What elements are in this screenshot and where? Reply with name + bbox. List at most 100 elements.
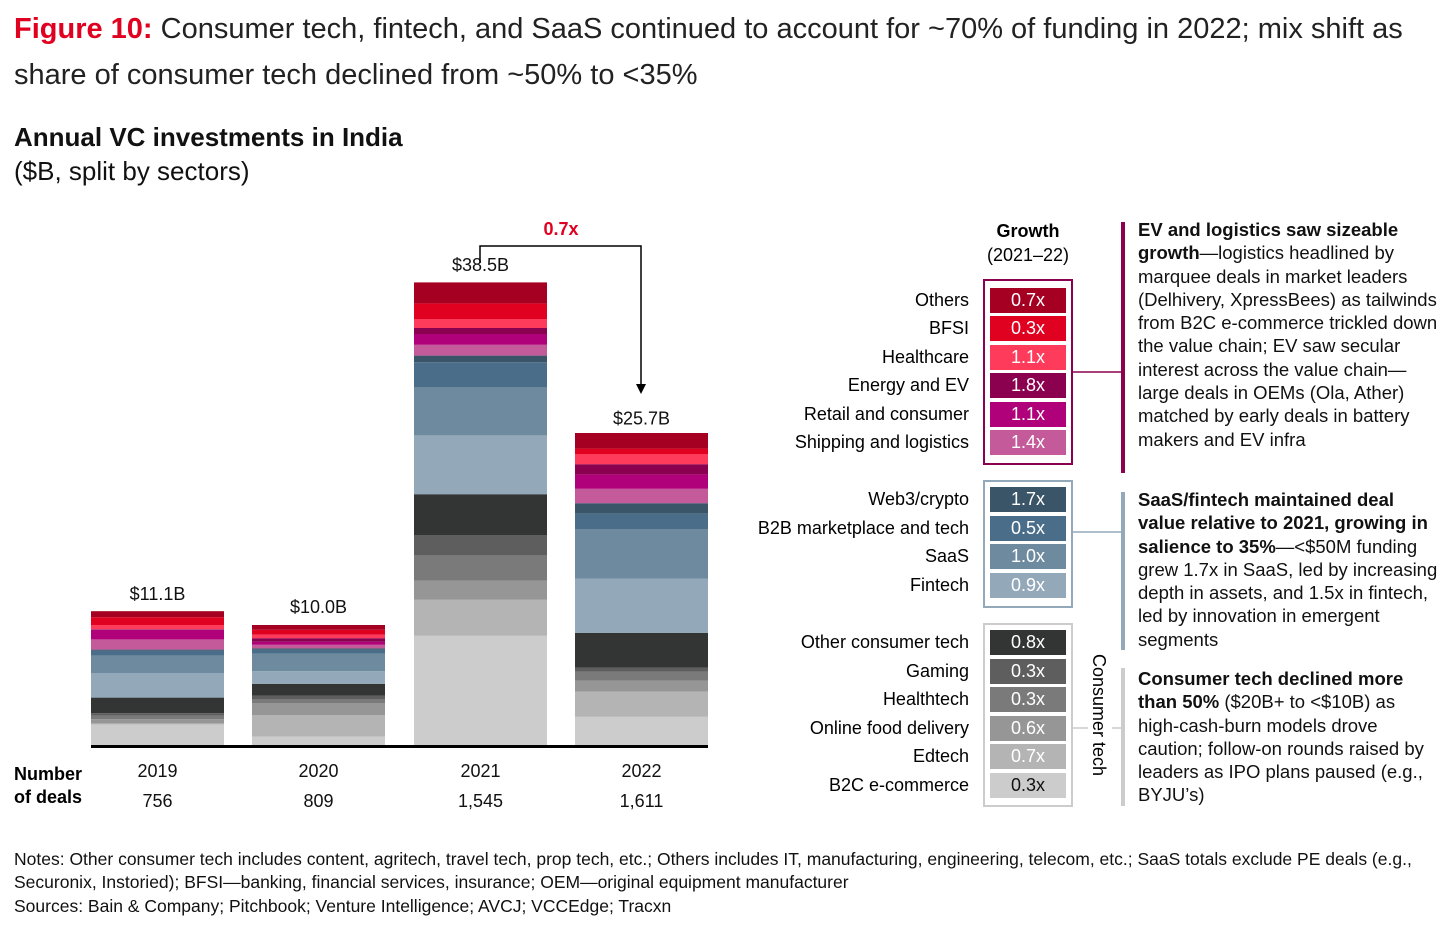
- annotation-ev-logistics: EV and logistics saw sizeable growth—log…: [1138, 218, 1438, 451]
- annotation-text: —logistics headlined by marquee deals in…: [1138, 242, 1438, 450]
- bar-segment-online-food-delivery: [252, 703, 385, 715]
- bar-segment-fintech: [575, 578, 708, 633]
- legend-label: Shipping and logistics: [795, 432, 969, 452]
- bar-segment-online-food-delivery: [91, 719, 224, 724]
- bar-segment-retail-and-consumer: [414, 334, 547, 345]
- x-tick-label: 2021: [460, 761, 500, 781]
- notes-text: Notes: Other consumer tech includes cont…: [14, 849, 1412, 893]
- chart-title: Annual VC investments in India: [14, 122, 403, 152]
- bar-segment-retail-and-consumer: [252, 641, 385, 645]
- growth-value: 0.6x: [1011, 718, 1045, 738]
- bar-segment-healthcare: [575, 454, 708, 465]
- bar-segment-healthtech: [575, 671, 708, 681]
- legend-label: SaaS: [925, 546, 969, 566]
- bar-segment-gaming: [91, 713, 224, 716]
- bar-segment-online-food-delivery: [414, 580, 547, 600]
- growth-value: 0.7x: [1011, 290, 1045, 310]
- bar-segment-healthtech: [414, 555, 547, 581]
- growth-value: 0.3x: [1011, 689, 1045, 709]
- growth-value: 0.3x: [1011, 775, 1045, 795]
- bar-segment-other-consumer-tech: [91, 697, 224, 714]
- legend-label: Other consumer tech: [801, 632, 969, 652]
- deals-label: Number: [14, 764, 82, 784]
- bar-segment-energy-and-ev: [414, 328, 547, 334]
- deals-count: 756: [142, 791, 172, 811]
- growth-header: Growth: [997, 221, 1060, 241]
- growth-value: 0.9x: [1011, 575, 1045, 595]
- bar-segment-healthcare: [414, 319, 547, 328]
- bar-segment-healthtech: [91, 715, 224, 720]
- growth-value: 1.7x: [1011, 489, 1045, 509]
- bar-segment-b2c-e-commerce: [575, 716, 708, 745]
- bar-segment-healthcare: [91, 625, 224, 630]
- legend-swatch: [990, 373, 1066, 398]
- growth-header-period: (2021–22): [987, 245, 1069, 265]
- annotation-bold: EV and logistics saw sizeable growth: [1138, 219, 1399, 264]
- bar-segment-online-food-delivery: [575, 680, 708, 692]
- legend-swatch: [990, 659, 1066, 684]
- annotation-bold: Consumer tech declined more than 50%: [1138, 668, 1404, 713]
- bar-segment-b2b-marketplace-and-tech: [252, 649, 385, 654]
- bar-segment-saas: [252, 653, 385, 672]
- legend-swatch: [990, 516, 1066, 541]
- bar-segment-web3-crypto: [252, 648, 385, 650]
- legend-label: B2B marketplace and tech: [758, 518, 969, 538]
- bar-segment-retail-and-consumer: [575, 474, 708, 489]
- legend-label: Others: [915, 290, 969, 310]
- growth-value: 1.4x: [1011, 432, 1045, 452]
- legend-swatch: [990, 573, 1066, 598]
- legend-label: Edtech: [913, 746, 969, 766]
- figure-label: Figure 10:: [14, 13, 153, 45]
- growth-value: 0.8x: [1011, 632, 1045, 652]
- bar-segment-healthcare: [252, 634, 385, 639]
- legend-label: Healthcare: [882, 347, 969, 367]
- growth-value: 0.5x: [1011, 518, 1045, 538]
- chart-title-block: Annual VC investments in India ($B, split…: [14, 120, 403, 188]
- bar-segment-shipping-and-logistics: [91, 639, 224, 650]
- bar-segment-shipping-and-logistics: [575, 488, 708, 504]
- bar-segment-gaming: [575, 667, 708, 672]
- bar-segment-web3-crypto: [575, 503, 708, 514]
- bar-segment-energy-and-ev: [252, 638, 385, 642]
- growth-value: 1.8x: [1011, 375, 1045, 395]
- legend-swatch: [990, 687, 1066, 712]
- chart-subtitle: ($B, split by sectors): [14, 156, 250, 186]
- deals-count: 1,611: [620, 791, 664, 811]
- bar-segment-b2b-marketplace-and-tech: [414, 362, 547, 388]
- bar-segment-b2b-marketplace-and-tech: [91, 650, 224, 656]
- bar-total-label: $10.0B: [290, 597, 347, 617]
- bar-segment-healthtech: [252, 699, 385, 703]
- figure-title: Figure 10: Consumer tech, fintech, and S…: [14, 6, 1444, 98]
- bar-segment-bfsi: [414, 303, 547, 319]
- x-tick-label: 2022: [621, 761, 661, 781]
- change-annotation: 0.7x: [543, 219, 578, 239]
- legend-swatch: [990, 773, 1066, 798]
- bar-segment-bfsi: [91, 617, 224, 625]
- change-connector: [479, 245, 642, 388]
- deals-count: 1,545: [458, 791, 503, 811]
- legend-group-box: [983, 480, 1073, 608]
- legend-swatch: [990, 430, 1066, 455]
- annotation-consumer-tech: Consumer tech declined more than 50% ($2…: [1138, 667, 1438, 807]
- bar-segment-shipping-and-logistics: [414, 344, 547, 356]
- legend-label: Energy and EV: [848, 375, 969, 395]
- annotation-text: —<$50M funding grew 1.7x in SaaS, led by…: [1138, 535, 1438, 650]
- deals-count: 809: [303, 791, 333, 811]
- bar-segment-others: [91, 611, 224, 618]
- bar-segment-edtech: [414, 599, 547, 636]
- bar-segment-b2c-e-commerce: [252, 736, 385, 745]
- bar-segment-b2c-e-commerce: [91, 724, 224, 745]
- bar-segment-edtech: [91, 723, 224, 725]
- bar-segment-saas: [575, 529, 708, 579]
- bar-segment-other-consumer-tech: [414, 494, 547, 535]
- bar-segment-edtech: [252, 715, 385, 737]
- bar-total-label: $38.5B: [452, 255, 509, 275]
- growth-value: 1.1x: [1011, 404, 1045, 424]
- legend-swatch: [990, 316, 1066, 341]
- x-tick-label: 2020: [298, 761, 338, 781]
- bar-segment-shipping-and-logistics: [252, 644, 385, 649]
- legend-label: Retail and consumer: [804, 404, 969, 424]
- legend-label: BFSI: [929, 318, 969, 338]
- growth-value: 0.3x: [1011, 318, 1045, 338]
